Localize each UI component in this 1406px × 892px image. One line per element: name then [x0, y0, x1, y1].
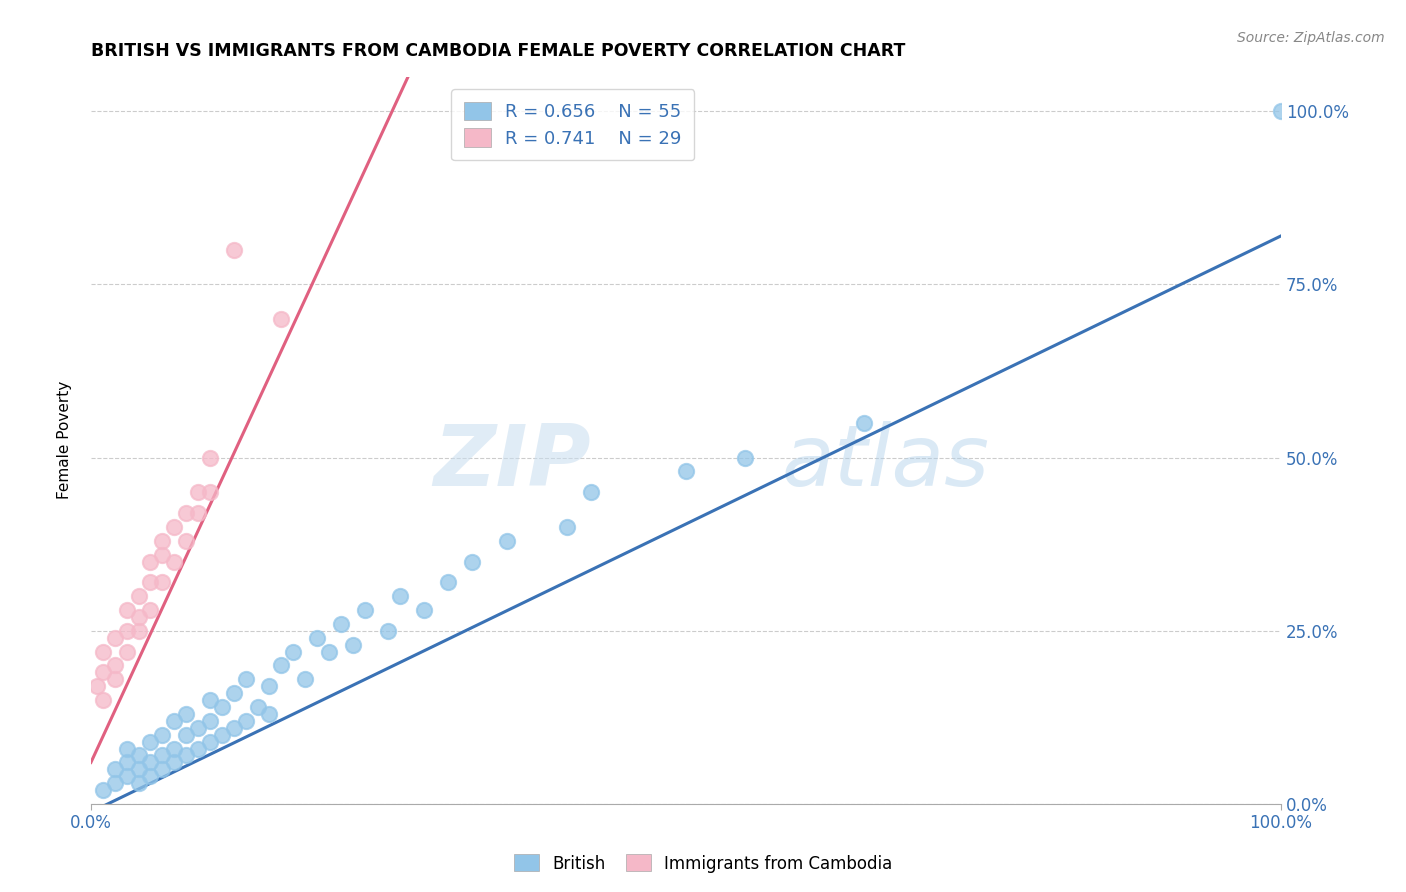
- Point: [187, 506, 209, 520]
- Point: [734, 450, 756, 465]
- Point: [198, 450, 221, 465]
- Point: [283, 644, 305, 658]
- Point: [675, 465, 697, 479]
- Legend: R = 0.656    N = 55, R = 0.741    N = 29: R = 0.656 N = 55, R = 0.741 N = 29: [451, 89, 695, 161]
- Text: atlas: atlas: [782, 421, 990, 504]
- Point: [437, 575, 460, 590]
- Point: [115, 741, 138, 756]
- Point: [91, 644, 114, 658]
- Point: [150, 533, 173, 548]
- Point: [91, 665, 114, 680]
- Point: [128, 762, 150, 776]
- Point: [150, 575, 173, 590]
- Point: [150, 728, 173, 742]
- Point: [579, 485, 602, 500]
- Point: [91, 783, 114, 797]
- Point: [305, 631, 328, 645]
- Point: [222, 686, 245, 700]
- Point: [174, 706, 197, 721]
- Point: [235, 714, 257, 728]
- Point: [270, 312, 292, 326]
- Point: [187, 721, 209, 735]
- Point: [104, 776, 127, 790]
- Point: [318, 644, 340, 658]
- Point: [139, 734, 162, 748]
- Point: [198, 693, 221, 707]
- Point: [198, 485, 221, 500]
- Point: [198, 734, 221, 748]
- Point: [187, 485, 209, 500]
- Point: [139, 603, 162, 617]
- Point: [115, 624, 138, 638]
- Point: [163, 756, 186, 770]
- Point: [139, 756, 162, 770]
- Point: [174, 748, 197, 763]
- Point: [389, 589, 412, 603]
- Y-axis label: Female Poverty: Female Poverty: [58, 381, 72, 500]
- Point: [150, 548, 173, 562]
- Point: [163, 520, 186, 534]
- Point: [461, 555, 484, 569]
- Point: [353, 603, 375, 617]
- Point: [222, 243, 245, 257]
- Point: [174, 506, 197, 520]
- Point: [128, 610, 150, 624]
- Point: [163, 741, 186, 756]
- Point: [128, 748, 150, 763]
- Point: [259, 679, 281, 693]
- Point: [104, 673, 127, 687]
- Point: [211, 700, 233, 714]
- Point: [496, 533, 519, 548]
- Point: [115, 603, 138, 617]
- Point: [91, 693, 114, 707]
- Point: [187, 741, 209, 756]
- Point: [115, 756, 138, 770]
- Point: [104, 762, 127, 776]
- Point: [1270, 104, 1292, 119]
- Point: [246, 700, 269, 714]
- Point: [222, 721, 245, 735]
- Point: [198, 714, 221, 728]
- Text: BRITISH VS IMMIGRANTS FROM CAMBODIA FEMALE POVERTY CORRELATION CHART: BRITISH VS IMMIGRANTS FROM CAMBODIA FEMA…: [91, 42, 905, 60]
- Point: [139, 575, 162, 590]
- Point: [128, 589, 150, 603]
- Point: [294, 673, 316, 687]
- Point: [235, 673, 257, 687]
- Point: [128, 776, 150, 790]
- Point: [104, 658, 127, 673]
- Point: [329, 616, 352, 631]
- Point: [104, 631, 127, 645]
- Point: [413, 603, 436, 617]
- Point: [163, 555, 186, 569]
- Text: ZIP: ZIP: [433, 421, 591, 504]
- Point: [150, 762, 173, 776]
- Point: [86, 679, 108, 693]
- Point: [377, 624, 399, 638]
- Point: [270, 658, 292, 673]
- Point: [174, 533, 197, 548]
- Point: [163, 714, 186, 728]
- Point: [211, 728, 233, 742]
- Point: [139, 555, 162, 569]
- Point: [128, 624, 150, 638]
- Point: [174, 728, 197, 742]
- Point: [555, 520, 578, 534]
- Point: [115, 769, 138, 783]
- Point: [139, 769, 162, 783]
- Text: Source: ZipAtlas.com: Source: ZipAtlas.com: [1237, 31, 1385, 45]
- Point: [853, 416, 876, 430]
- Point: [115, 644, 138, 658]
- Point: [259, 706, 281, 721]
- Point: [342, 638, 364, 652]
- Legend: British, Immigrants from Cambodia: British, Immigrants from Cambodia: [508, 847, 898, 880]
- Point: [150, 748, 173, 763]
